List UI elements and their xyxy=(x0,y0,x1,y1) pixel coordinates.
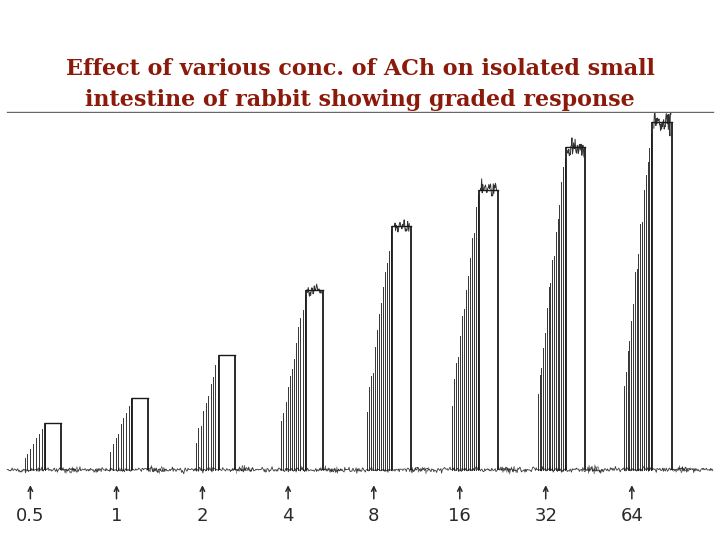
Text: Effect of various conc. of ACh on isolated small: Effect of various conc. of ACh on isolat… xyxy=(66,58,654,80)
Text: 1: 1 xyxy=(111,507,122,525)
Text: 16: 16 xyxy=(449,507,471,525)
Text: 64: 64 xyxy=(621,507,643,525)
Text: 0.5: 0.5 xyxy=(16,507,45,525)
Text: intestine of rabbit showing graded response: intestine of rabbit showing graded respo… xyxy=(85,89,635,111)
Text: 8: 8 xyxy=(368,507,379,525)
Text: 32: 32 xyxy=(534,507,557,525)
Text: 2: 2 xyxy=(197,507,208,525)
Text: 4: 4 xyxy=(282,507,294,525)
